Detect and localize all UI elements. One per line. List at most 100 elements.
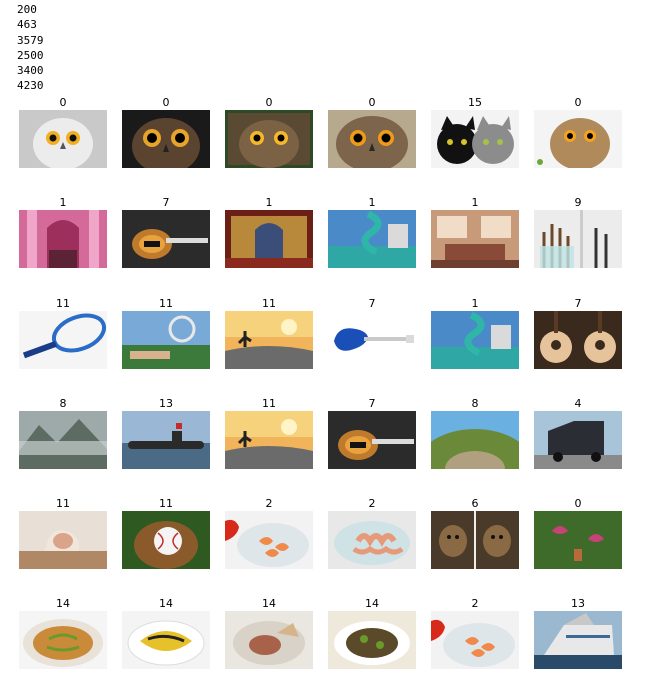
cell-label: 11 bbox=[262, 397, 276, 410]
owl-framed-icon bbox=[225, 110, 313, 168]
octopus-plate-icon bbox=[328, 511, 416, 569]
skateboarder-sunset-icon bbox=[225, 311, 313, 369]
grid-cell: 9 bbox=[534, 196, 622, 268]
grid-cell: 13 bbox=[122, 397, 210, 469]
grid-cell: 11 bbox=[19, 497, 107, 569]
misty-mountain-icon bbox=[19, 411, 107, 469]
cell-label: 11 bbox=[262, 297, 276, 310]
baseball-glove-icon bbox=[122, 511, 210, 569]
waterslide-icon bbox=[431, 311, 519, 369]
grid-cell: 7 bbox=[328, 297, 416, 369]
cell-label: 7 bbox=[368, 397, 376, 410]
grid-cell: 1 bbox=[431, 297, 519, 369]
grid-cell: 14 bbox=[225, 597, 313, 669]
grid-cell: 8 bbox=[431, 397, 519, 469]
output-line: 463 bbox=[17, 18, 37, 32]
pink-church-interior-icon bbox=[19, 210, 107, 268]
cell-label: 14 bbox=[262, 597, 276, 610]
grid-cell: 0 bbox=[225, 96, 313, 168]
grid-cell: 2 bbox=[431, 597, 519, 669]
cell-label: 7 bbox=[574, 297, 582, 310]
output-line: 3579 bbox=[17, 33, 44, 47]
cell-label: 1 bbox=[471, 196, 479, 209]
cell-label: 1 bbox=[59, 196, 67, 209]
grid-cell: 1 bbox=[431, 196, 519, 268]
cell-label: 2 bbox=[368, 497, 376, 510]
cell-label: 2 bbox=[471, 597, 479, 610]
grid-cell: 7 bbox=[534, 297, 622, 369]
grid-cell: 14 bbox=[19, 597, 107, 669]
tennis-racket-icon bbox=[19, 311, 107, 369]
dumpling-bowl-icon bbox=[225, 611, 313, 669]
cell-label: 0 bbox=[265, 96, 273, 109]
grid-cell: 1 bbox=[19, 196, 107, 268]
cell-label: 0 bbox=[59, 96, 67, 109]
grid-cell: 1 bbox=[328, 196, 416, 268]
bass-guitar-icon bbox=[328, 411, 416, 469]
living-room-icon bbox=[431, 210, 519, 268]
ornate-altar-icon bbox=[225, 210, 313, 268]
cell-label: 11 bbox=[56, 297, 70, 310]
cell-label: 2 bbox=[265, 497, 273, 510]
monkeys-icon bbox=[431, 511, 519, 569]
grid-cell: 11 bbox=[19, 297, 107, 369]
cell-label: 1 bbox=[368, 196, 376, 209]
fisheye-landscape-icon bbox=[431, 411, 519, 469]
owl-on-white-icon bbox=[534, 110, 622, 168]
cell-label: 15 bbox=[468, 96, 482, 109]
grid-cell: 2 bbox=[328, 497, 416, 569]
cell-label: 11 bbox=[56, 497, 70, 510]
grid-cell: 0 bbox=[534, 96, 622, 168]
cell-label: 8 bbox=[471, 397, 479, 410]
yoga-pose-icon bbox=[19, 511, 107, 569]
cell-label: 0 bbox=[574, 497, 582, 510]
cell-label: 11 bbox=[159, 497, 173, 510]
shrimp-plate-icon bbox=[431, 611, 519, 669]
grid-cell: 0 bbox=[19, 96, 107, 168]
cell-label: 14 bbox=[365, 597, 379, 610]
cell-label: 4 bbox=[574, 397, 582, 410]
blue-electric-guitar-icon bbox=[328, 311, 416, 369]
skateboarder-sunset-icon bbox=[225, 411, 313, 469]
cell-label: 7 bbox=[162, 196, 170, 209]
cell-label: 9 bbox=[574, 196, 582, 209]
grid-cell: 7 bbox=[328, 397, 416, 469]
grid-cell: 11 bbox=[122, 497, 210, 569]
cell-label: 0 bbox=[162, 96, 170, 109]
owl-closeup-icon bbox=[328, 110, 416, 168]
cell-label: 0 bbox=[574, 96, 582, 109]
grid-cell: 11 bbox=[225, 397, 313, 469]
cell-label: 7 bbox=[368, 297, 376, 310]
hummingbirds-icon bbox=[534, 511, 622, 569]
cell-label: 14 bbox=[159, 597, 173, 610]
grid-cell: 0 bbox=[122, 96, 210, 168]
grid-cell: 0 bbox=[534, 497, 622, 569]
pasta-dish-icon bbox=[122, 611, 210, 669]
output-line: 2500 bbox=[17, 48, 44, 62]
grid-cell: 15 bbox=[431, 96, 519, 168]
cell-label: 6 bbox=[471, 497, 479, 510]
makeup-brushes-icon bbox=[534, 210, 622, 268]
grid-cell: 1 bbox=[225, 196, 313, 268]
tennis-player-icon bbox=[122, 311, 210, 369]
cell-label: 11 bbox=[159, 297, 173, 310]
grid-cell: 13 bbox=[534, 597, 622, 669]
grid-cell: 7 bbox=[122, 196, 210, 268]
output-line: 4230 bbox=[17, 79, 44, 93]
grid-cell: 11 bbox=[225, 297, 313, 369]
cell-label: 1 bbox=[471, 297, 479, 310]
grid-cell: 0 bbox=[328, 96, 416, 168]
grid-cell: 6 bbox=[431, 497, 519, 569]
owl-face-icon bbox=[122, 110, 210, 168]
grid-cell: 14 bbox=[328, 597, 416, 669]
grid-cell: 4 bbox=[534, 397, 622, 469]
two-cats-icon bbox=[431, 110, 519, 168]
truck-icon bbox=[534, 411, 622, 469]
grid-cell: 11 bbox=[122, 297, 210, 369]
grid-cell: 8 bbox=[19, 397, 107, 469]
stir-fry-plate-icon bbox=[328, 611, 416, 669]
output-line: 200 bbox=[17, 3, 37, 16]
submarine-icon bbox=[122, 411, 210, 469]
cruise-ship-icon bbox=[534, 611, 622, 669]
cell-label: 1 bbox=[265, 196, 273, 209]
